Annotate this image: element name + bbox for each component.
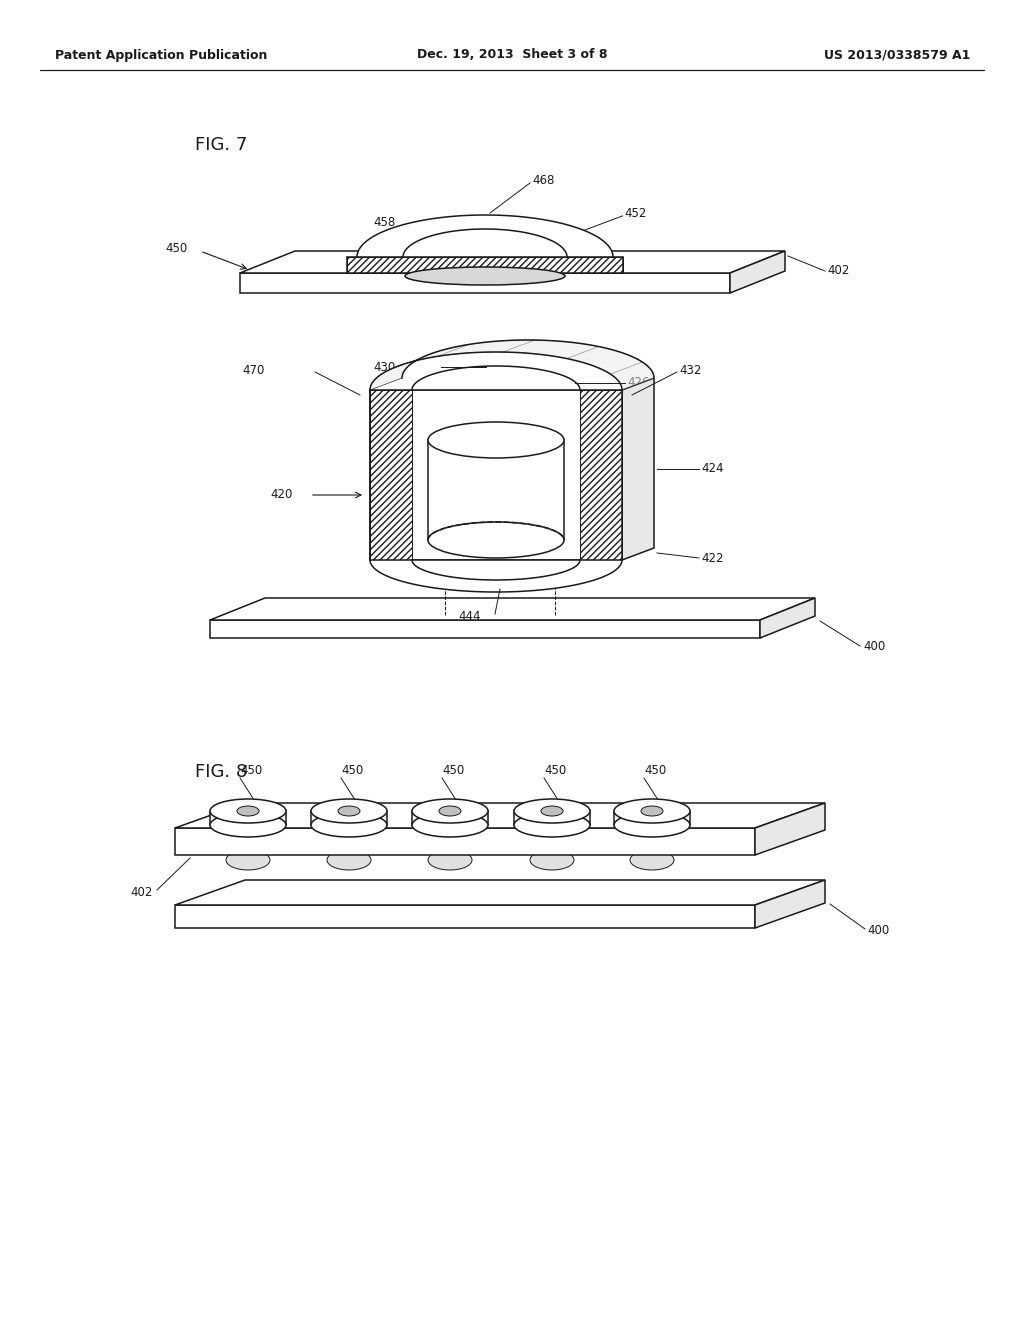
Polygon shape [370,389,412,560]
Ellipse shape [412,799,488,822]
Text: 420: 420 [270,488,293,502]
Polygon shape [755,880,825,928]
Ellipse shape [327,850,371,870]
Text: 400: 400 [867,924,889,937]
Polygon shape [210,598,815,620]
Polygon shape [428,440,564,540]
Polygon shape [347,257,623,273]
Text: 450: 450 [644,763,667,776]
Polygon shape [370,560,622,591]
Text: 450: 450 [544,763,566,776]
Text: 456: 456 [386,242,409,255]
Text: 444: 444 [459,610,481,623]
Polygon shape [514,810,590,825]
Polygon shape [357,215,613,257]
Ellipse shape [210,813,286,837]
Polygon shape [622,378,654,560]
Polygon shape [730,251,785,293]
Polygon shape [370,389,622,560]
Ellipse shape [311,813,387,837]
Ellipse shape [514,813,590,837]
Text: Dec. 19, 2013  Sheet 3 of 8: Dec. 19, 2013 Sheet 3 of 8 [417,49,607,62]
Text: 410: 410 [484,483,508,496]
Text: FIG. 7: FIG. 7 [195,136,248,154]
Text: 422: 422 [701,552,724,565]
Ellipse shape [439,807,461,816]
Ellipse shape [614,799,690,822]
Ellipse shape [210,799,286,822]
Polygon shape [755,803,825,855]
Text: 468: 468 [532,174,554,187]
Polygon shape [175,803,825,828]
Ellipse shape [406,267,565,285]
Ellipse shape [412,813,488,837]
Text: FIG. 8: FIG. 8 [195,763,247,781]
Ellipse shape [226,850,270,870]
Text: 450: 450 [240,763,262,776]
Text: 454: 454 [602,249,625,263]
Polygon shape [442,570,558,586]
Text: 450: 450 [442,763,464,776]
Ellipse shape [237,807,259,816]
Polygon shape [370,352,622,389]
Ellipse shape [530,850,574,870]
Polygon shape [614,810,690,825]
Polygon shape [760,598,815,638]
Text: 460: 460 [331,269,353,282]
Text: 402: 402 [131,887,153,899]
Polygon shape [412,810,488,825]
Text: 470: 470 [243,363,265,376]
Polygon shape [240,251,785,273]
Ellipse shape [541,807,563,816]
Polygon shape [210,620,760,638]
Ellipse shape [338,807,360,816]
Text: 430: 430 [374,360,396,374]
Ellipse shape [311,799,387,822]
Ellipse shape [614,813,690,837]
Polygon shape [370,341,654,389]
Text: 452: 452 [625,207,647,220]
Ellipse shape [641,807,663,816]
Ellipse shape [630,850,674,870]
Ellipse shape [428,521,564,558]
Polygon shape [175,880,825,906]
Polygon shape [175,906,755,928]
Text: Patent Application Publication: Patent Application Publication [55,49,267,62]
Text: 450: 450 [341,763,364,776]
Polygon shape [580,389,622,560]
Ellipse shape [428,422,564,458]
Text: 400: 400 [863,639,886,652]
Text: 402: 402 [827,264,849,277]
Text: 458: 458 [374,216,396,230]
Ellipse shape [428,850,472,870]
Text: 432: 432 [679,363,701,376]
Text: 424: 424 [701,462,724,475]
Polygon shape [240,273,730,293]
Text: 450: 450 [165,243,187,256]
Ellipse shape [514,799,590,822]
Text: 426: 426 [627,376,649,389]
Polygon shape [175,828,755,855]
Polygon shape [210,810,286,825]
Polygon shape [311,810,387,825]
Text: US 2013/0338579 A1: US 2013/0338579 A1 [823,49,970,62]
